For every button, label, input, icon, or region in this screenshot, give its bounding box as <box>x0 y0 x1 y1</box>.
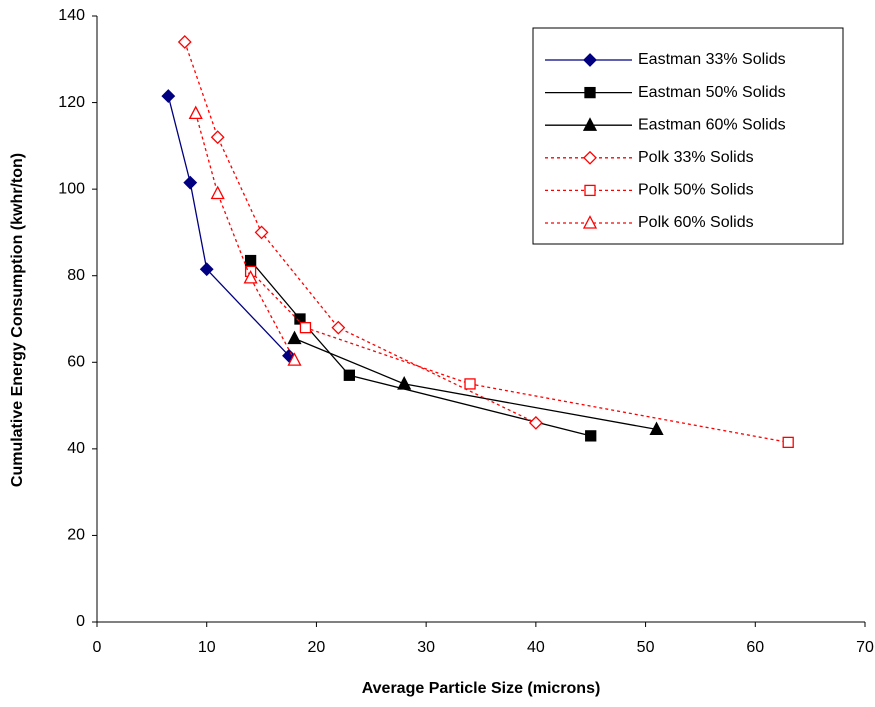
y-tick-label: 140 <box>58 7 85 24</box>
data-point <box>183 175 198 190</box>
x-tick-label: 10 <box>198 639 216 656</box>
legend-label: Polk 50% Solids <box>638 182 754 199</box>
y-tick-label: 80 <box>67 267 85 284</box>
data-point <box>528 415 543 430</box>
x-tick-label: 40 <box>527 639 545 656</box>
data-point <box>243 269 258 284</box>
y-axis-label: Cumulative Energy Consumption (kwhr/ton) <box>9 153 26 487</box>
data-point <box>244 254 257 267</box>
x-tick-label: 50 <box>637 639 655 656</box>
data-point <box>649 421 664 436</box>
legend-label: Eastman 60% Solids <box>638 116 786 133</box>
data-point <box>343 369 355 381</box>
y-tick-label: 0 <box>76 613 85 630</box>
y-tick-label: 120 <box>58 94 85 111</box>
x-tick-label: 20 <box>308 639 326 656</box>
x-tick-label: 0 <box>93 639 102 656</box>
x-tick-label: 70 <box>856 639 874 656</box>
data-point <box>397 376 412 390</box>
x-tick-label: 60 <box>746 639 764 656</box>
legend-marker <box>583 150 597 165</box>
legend-label: Eastman 33% Solids <box>638 51 786 68</box>
data-point <box>464 378 476 390</box>
data-point <box>287 352 302 366</box>
legend-marker <box>582 117 598 131</box>
legend-marker <box>584 184 596 197</box>
legend-label: Polk 60% Solids <box>638 214 754 231</box>
data-point <box>177 35 192 49</box>
data-point <box>287 330 302 345</box>
legend-label: Polk 33% Solids <box>638 149 754 166</box>
data-point <box>585 430 597 442</box>
data-point <box>188 105 203 120</box>
y-tick-label: 40 <box>67 440 85 457</box>
data-point <box>210 130 225 145</box>
data-point <box>299 322 312 334</box>
data-point <box>210 185 225 200</box>
legend-label: Eastman 50% Solids <box>638 84 786 101</box>
legend-marker <box>582 215 598 229</box>
y-tick-label: 60 <box>67 354 85 371</box>
data-point <box>254 225 269 240</box>
legend-marker <box>584 86 596 99</box>
y-tick-label: 20 <box>67 527 85 544</box>
data-point <box>161 89 176 103</box>
legend-box <box>532 27 844 245</box>
y-tick-label: 100 <box>58 180 85 197</box>
series-line <box>195 113 296 361</box>
series-line <box>250 270 789 444</box>
data-point <box>331 320 346 335</box>
series-line <box>167 95 290 357</box>
data-point <box>199 262 214 277</box>
x-tick-label: 30 <box>417 639 435 656</box>
data-point <box>782 436 794 449</box>
x-axis-label: Average Particle Size (microns) <box>362 680 601 697</box>
series-line <box>250 260 591 437</box>
legend-marker <box>583 53 597 67</box>
